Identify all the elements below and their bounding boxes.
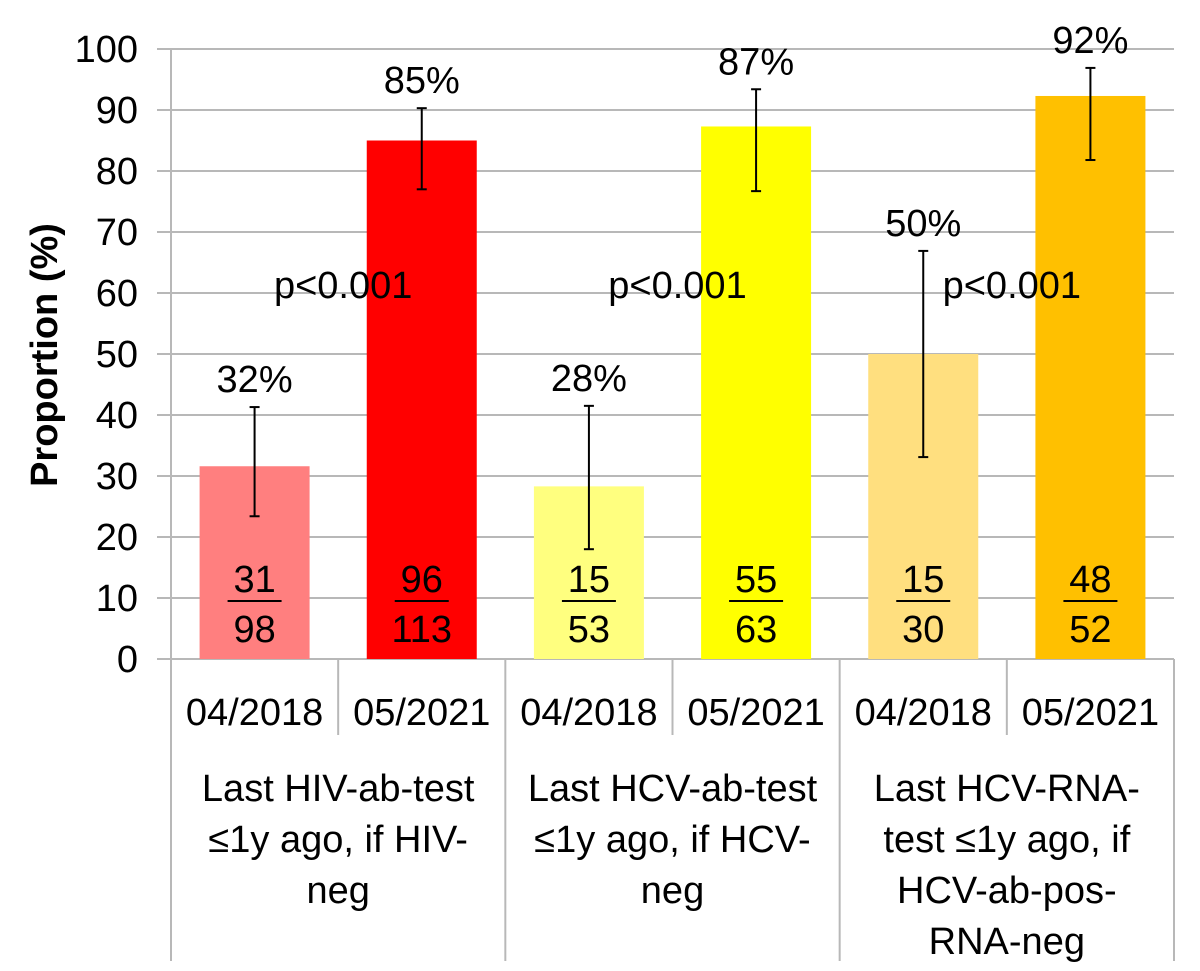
- numerator-label: 31: [233, 559, 275, 601]
- y-axis-label: Proportion (%): [24, 223, 66, 487]
- group-label-line: RNA-neg: [929, 921, 1085, 963]
- group-label-line: ≤1y ago, if HCV-: [534, 819, 810, 861]
- y-tick-label: 10: [96, 578, 138, 620]
- numerator-label: 48: [1069, 559, 1111, 601]
- bar: [701, 126, 812, 660]
- bar: [366, 140, 477, 659]
- group-label-line: Last HCV-RNA-: [874, 768, 1140, 810]
- bar: [1035, 95, 1146, 660]
- error-bars: [249, 66, 1096, 551]
- percent-label: 50%: [885, 203, 961, 245]
- data-labels: 32% 31 98 85% 96 113 p<0.001 28% 15 53 87% 55 63 p<0.…: [217, 20, 1129, 651]
- y-tick-label: 60: [96, 273, 138, 315]
- denominator-label: 30: [902, 609, 944, 651]
- percent-label: 87%: [718, 41, 794, 83]
- percent-label: 32%: [217, 359, 293, 401]
- x-category-label: 04/2018: [186, 692, 323, 734]
- y-tick-label: 70: [96, 212, 138, 254]
- group-label-line: ≤1y ago, if HIV-: [208, 819, 468, 861]
- group-label-line: neg: [641, 870, 704, 912]
- group-label-line: test ≤1y ago, if: [883, 819, 1130, 861]
- denominator-label: 52: [1069, 609, 1111, 651]
- numerator-label: 15: [568, 559, 610, 601]
- gridlines: [157, 48, 1174, 961]
- numerator-label: 55: [735, 559, 777, 601]
- denominator-label: 53: [568, 609, 610, 651]
- bars: [199, 95, 1146, 660]
- group-label-line: HCV-ab-pos-: [897, 870, 1117, 912]
- y-tick-label: 40: [96, 395, 138, 437]
- p-value-label: p<0.001: [943, 265, 1081, 307]
- denominator-label: 98: [233, 609, 275, 651]
- y-tick-label: 90: [96, 90, 138, 132]
- y-tick-label: 50: [96, 334, 138, 376]
- denominator-label: 113: [391, 609, 452, 651]
- y-tick-label: 0: [117, 639, 138, 681]
- x-category-label: 04/2018: [520, 692, 657, 734]
- y-axis-ticks: 0 10 20 30 40 50 60 70 80 90 100: [75, 29, 138, 681]
- numerator-label: 15: [902, 559, 944, 601]
- y-tick-label: 20: [96, 517, 138, 559]
- x-category-label: 05/2021: [353, 692, 490, 734]
- x-axis: 04/2018 05/2021 Last HIV-ab-test ≤1y ago, i…: [186, 659, 1175, 963]
- p-value-label: p<0.001: [608, 265, 746, 307]
- denominator-label: 63: [735, 609, 777, 651]
- percent-label: 92%: [1052, 20, 1128, 62]
- x-category-label: 04/2018: [855, 692, 992, 734]
- percent-label: 85%: [384, 60, 460, 102]
- x-category-label: 05/2021: [1022, 692, 1159, 734]
- percent-label: 28%: [551, 358, 627, 400]
- y-tick-label: 100: [75, 29, 138, 71]
- numerator-label: 96: [401, 559, 443, 601]
- group-label-line: Last HCV-ab-test: [528, 768, 818, 810]
- group-label-line: Last HIV-ab-test: [202, 768, 475, 810]
- y-tick-label: 30: [96, 456, 138, 498]
- y-tick-label: 80: [96, 151, 138, 193]
- x-category-label: 05/2021: [687, 692, 824, 734]
- group-label-line: neg: [306, 870, 369, 912]
- p-value-label: p<0.001: [274, 265, 412, 307]
